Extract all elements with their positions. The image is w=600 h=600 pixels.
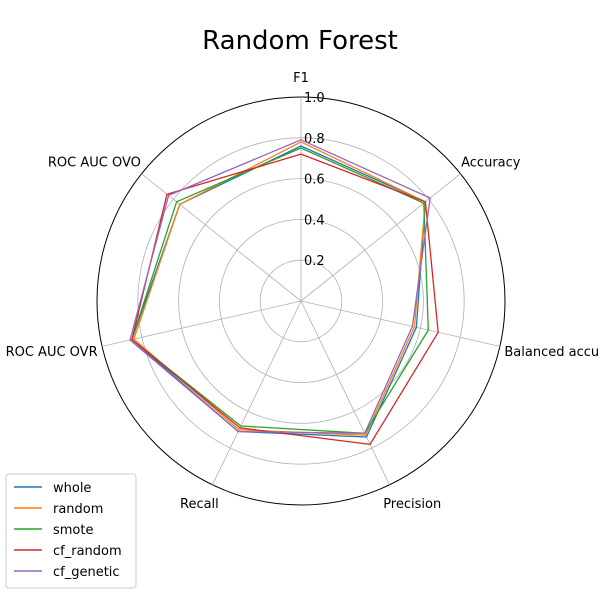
axis-label: ROC AUC OVO [48,155,141,170]
radar-spoke [300,300,500,347]
radial-ticks: 0.20.40.60.81.0 [304,91,325,269]
radar-spoke [300,300,390,485]
legend-label: whole [53,481,91,496]
radial-tick-label: 0.2 [304,254,325,269]
legend-label: random [53,502,103,517]
axis-label: Accuracy [461,155,521,170]
legend-label: cf_random [53,544,122,559]
axis-label: Balanced accuracy [504,345,600,360]
radial-tick-label: 1.0 [304,91,325,106]
series-line-cf-genetic [129,139,431,434]
series-lines [129,139,439,446]
legend: whole random smote cf_random cf_genetic [5,473,137,589]
chart-title: Random Forest [202,26,398,56]
radial-tick-label: 0.6 [304,173,325,188]
series-line-smote [131,147,429,434]
axis-labels: F1 Accuracy Balanced accuracy Precision Reca… [6,71,600,512]
legend-label: cf_genetic [53,565,120,580]
axis-label: Precision [383,497,441,512]
radar-grid [96,96,506,506]
axis-label: F1 [293,71,309,86]
axis-label: Recall [180,497,219,512]
radial-tick-label: 0.4 [304,213,325,228]
radar-spoke [300,173,461,302]
radar-spoke [102,300,302,347]
legend-label: smote [53,523,94,538]
radar-spoke [212,300,302,485]
legend-frame [5,473,137,589]
axis-label: ROC AUC OVR [6,345,98,360]
series-line-cf-random [131,153,439,446]
